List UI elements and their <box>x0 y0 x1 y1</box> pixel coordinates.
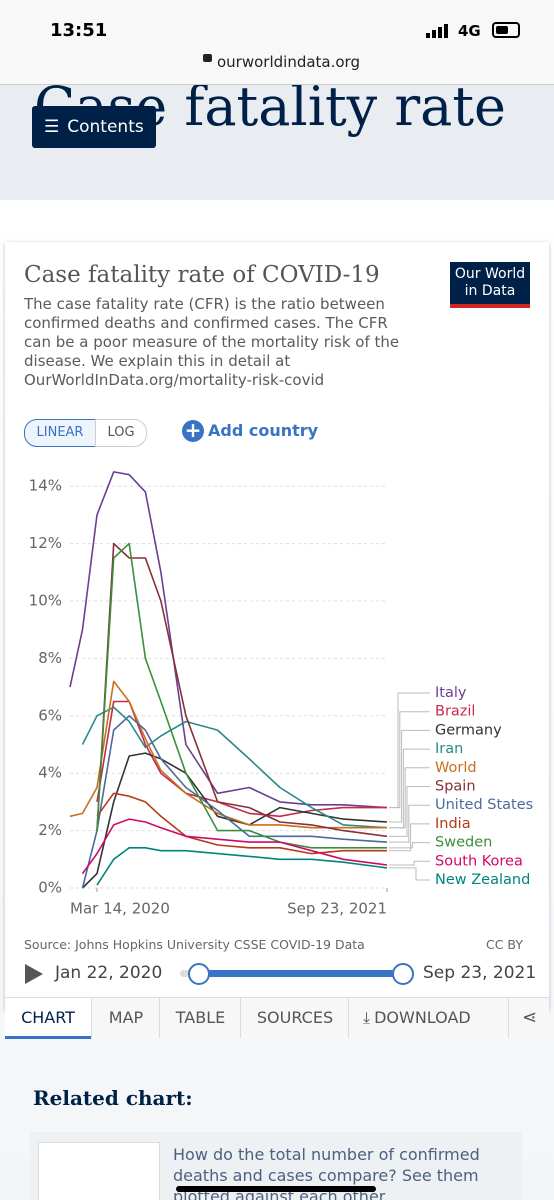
related-heading: Related chart: <box>33 1086 193 1110</box>
series-line <box>96 700 387 818</box>
series-line <box>96 792 387 855</box>
y-tick-label: 14% <box>29 477 62 495</box>
contents-button[interactable]: ☰ Contents <box>32 106 156 148</box>
legend-label: Sweden <box>435 835 492 851</box>
legend-connector <box>389 842 430 849</box>
legend-label: Germany <box>435 722 502 738</box>
play-button[interactable] <box>25 964 43 984</box>
logo[interactable]: Our World in Data <box>450 262 530 308</box>
legend-connector <box>389 767 430 829</box>
legend-label: World <box>435 760 477 776</box>
legend-label: India <box>435 816 471 832</box>
series-line <box>69 471 388 809</box>
series-line <box>96 542 388 838</box>
slider-handle[interactable] <box>392 963 414 985</box>
legend-connector <box>389 711 430 809</box>
home-indicator <box>176 1186 376 1192</box>
legend-connector <box>389 786 430 837</box>
legend-connector <box>389 692 430 809</box>
series-line <box>81 715 388 889</box>
y-tick-label: 4% <box>38 764 62 782</box>
y-tick-label: 0% <box>38 879 62 897</box>
tab[interactable]: SOURCES <box>240 998 349 1038</box>
legend-label: Italy <box>435 685 467 701</box>
header: Case fatality rate ☰ Contents <box>0 85 554 200</box>
legend-connector <box>389 860 430 866</box>
legend-label: South Korea <box>435 853 523 869</box>
slider-range <box>198 970 402 977</box>
chart-title: Case fatality rate of COVID-19 <box>24 262 380 288</box>
related-thumbnail <box>38 1142 160 1200</box>
chart-subtitle: The case fatality rate (CFR) is the rati… <box>24 295 400 389</box>
tab-label: DOWNLOAD <box>374 1008 471 1027</box>
tab-bar <box>5 997 549 1039</box>
tab[interactable]: CHART <box>5 998 91 1039</box>
legend-label: New Zealand <box>435 872 530 888</box>
series-line <box>81 706 388 829</box>
y-tick-label: 6% <box>38 706 62 724</box>
tab[interactable]: MAP <box>91 998 160 1038</box>
series-line <box>81 818 388 875</box>
legend-label: United States <box>435 797 533 813</box>
legend-connector <box>389 748 430 829</box>
add-icon[interactable]: + <box>182 420 204 442</box>
lock-icon <box>203 54 212 62</box>
logo-line: in Data <box>464 283 516 299</box>
legend-connector <box>389 867 430 881</box>
log-toggle[interactable]: LOG <box>95 419 147 447</box>
legend-connector <box>389 823 430 852</box>
chart-card <box>5 242 549 1010</box>
add-country[interactable]: Add country <box>208 421 319 440</box>
series-line <box>96 847 388 886</box>
signal-icon <box>426 24 452 38</box>
legend-connector <box>389 804 430 843</box>
legend-connector <box>389 729 430 823</box>
source[interactable]: Source: Johns Hopkins University CSSE CO… <box>24 937 365 952</box>
browser-chrome <box>0 0 554 85</box>
series-line <box>96 542 387 849</box>
start-date: Jan 22, 2020 <box>55 963 163 983</box>
y-tick-label: 2% <box>38 821 62 839</box>
contents-label: Contents <box>67 117 144 137</box>
battery <box>492 22 520 38</box>
legend-label: Spain <box>435 779 476 795</box>
slider-handle[interactable] <box>188 963 210 985</box>
network: 4G <box>458 22 481 40</box>
url[interactable]: ourworldindata.org <box>217 53 360 71</box>
legend-label: Brazil <box>435 704 475 720</box>
license[interactable]: CC BY <box>486 937 523 952</box>
linear-toggle[interactable]: LINEAR <box>24 419 96 447</box>
tab[interactable]: ⤓ DOWNLOAD <box>348 998 509 1038</box>
tab[interactable]: TABLE <box>159 998 241 1038</box>
end-date: Sep 23, 2021 <box>423 963 537 983</box>
legend-label: Iran <box>435 741 463 757</box>
logo-line: Our World <box>454 266 526 282</box>
y-tick-label: 8% <box>38 649 62 667</box>
y-tick-label: 10% <box>29 592 62 610</box>
share-button[interactable]: ⋖ <box>508 998 550 1038</box>
x-tick-label: Mar 14, 2020 <box>70 900 170 918</box>
y-tick-label: 12% <box>29 534 62 552</box>
x-tick-label: Sep 23, 2021 <box>287 900 387 918</box>
status-time: 13:51 <box>50 20 108 41</box>
